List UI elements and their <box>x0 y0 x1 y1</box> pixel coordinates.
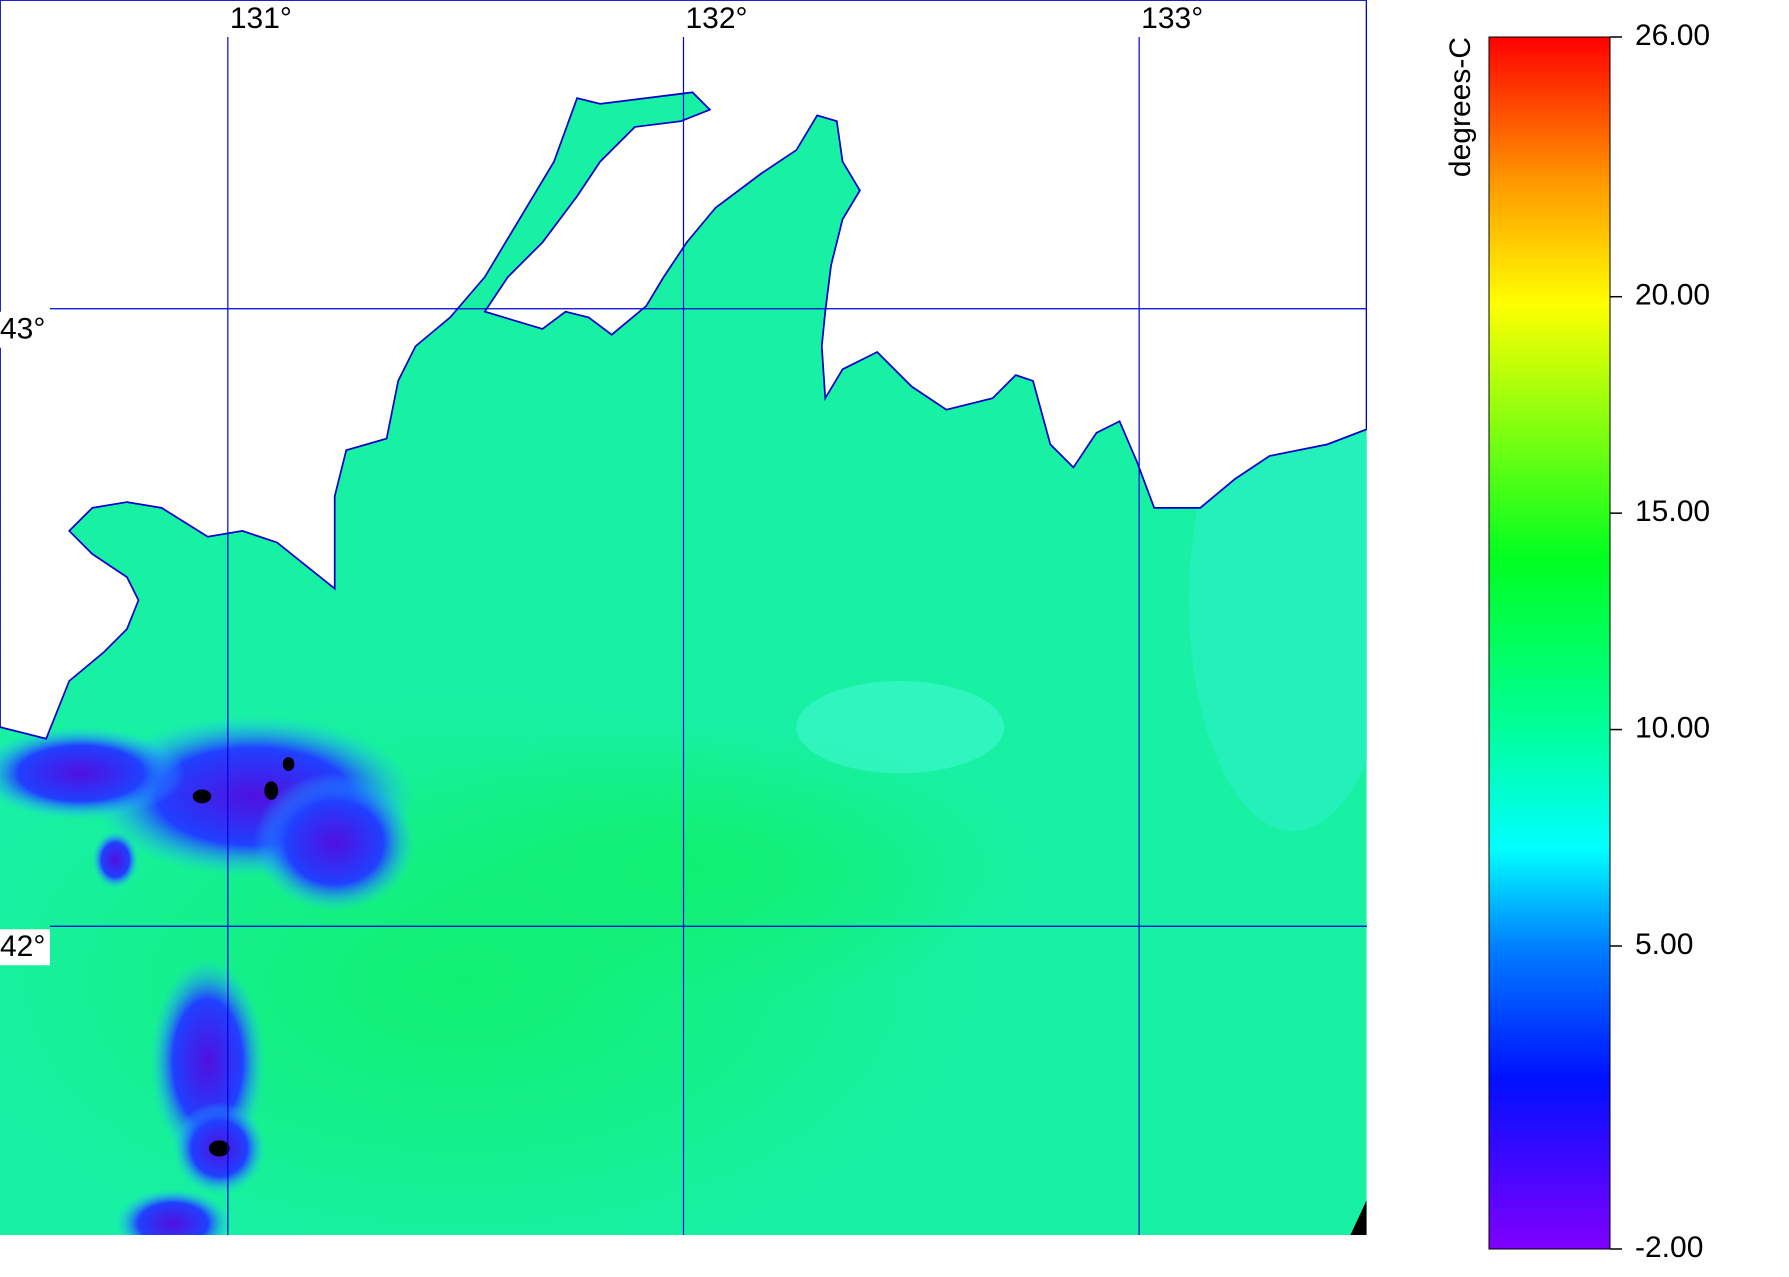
sst-field <box>0 0 1367 1235</box>
latitude-label-bg <box>0 311 50 348</box>
longitude-label: 131° <box>230 2 292 35</box>
longitude-label: 133° <box>1141 2 1203 35</box>
colorbar-title: degrees-C <box>1444 37 1477 177</box>
colorbar-tick-label: -2.00 <box>1635 1231 1703 1264</box>
colorbar-tick-label: 5.00 <box>1635 928 1693 961</box>
colorbar-tick-label: 20.00 <box>1635 279 1710 312</box>
colorbar <box>1488 36 1611 1250</box>
longitude-label: 132° <box>686 2 748 35</box>
colorbar-tick-label: 15.00 <box>1635 495 1710 528</box>
latitude-label: 43° <box>0 313 45 346</box>
colorbar-tick-label: 26.00 <box>1635 19 1710 52</box>
latitude-label: 42° <box>0 930 45 963</box>
latitude-label-bg <box>0 929 50 966</box>
colorbar-tick-label: 10.00 <box>1635 711 1710 744</box>
